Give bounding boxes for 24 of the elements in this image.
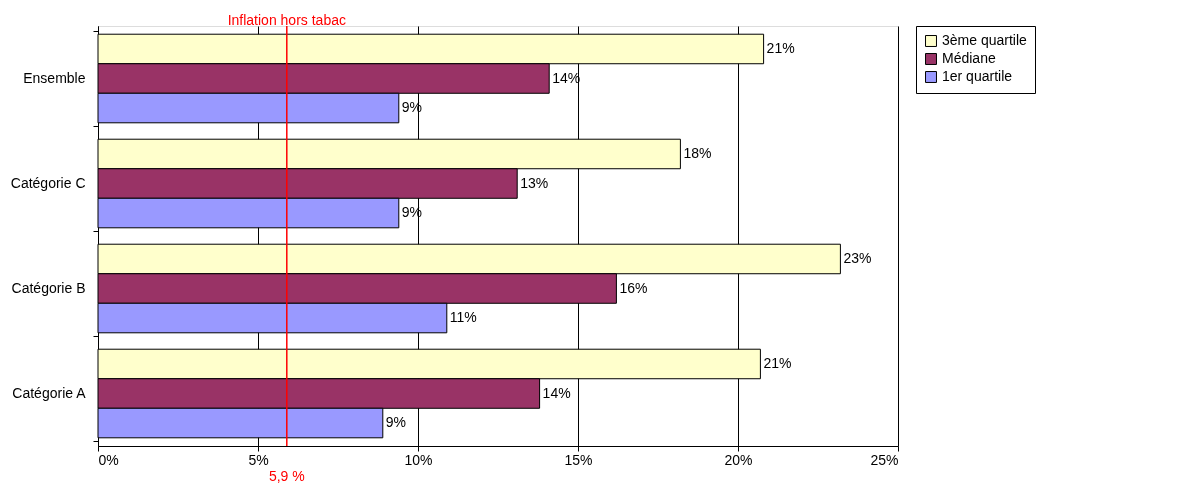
data-label: 23% [843, 249, 872, 266]
y-tick-label: Catégorie C [10, 175, 86, 191]
data-label: 18% [683, 144, 712, 161]
legend-label: 3ème quartile [942, 32, 1028, 48]
ref-line-label: Inflation hors tabac [227, 12, 346, 28]
data-label: 21% [766, 39, 795, 56]
y-tick-label: Ensemble [23, 70, 86, 86]
x-tick-label: 15% [564, 451, 593, 468]
x-tick-label: 5% [248, 451, 269, 468]
legend-label: Médiane [942, 50, 996, 66]
data-label: 13% [520, 174, 549, 191]
x-tick-label: 25% [870, 451, 899, 468]
data-label: 16% [619, 279, 648, 296]
x-tick-label: 0% [98, 451, 119, 468]
data-label: 11% [449, 309, 477, 326]
y-tick-label: Catégorie B [11, 280, 86, 296]
legend-label: 1er quartile [942, 68, 1013, 84]
data-label: 21% [763, 354, 792, 371]
x-tick-label: 20% [724, 451, 753, 468]
data-label: 9% [385, 414, 407, 431]
x-tick-label: 10% [404, 451, 433, 468]
data-label: 14% [542, 384, 571, 401]
text: 5,9 % [268, 468, 305, 484]
y-tick-label: Catégorie A [12, 385, 87, 401]
